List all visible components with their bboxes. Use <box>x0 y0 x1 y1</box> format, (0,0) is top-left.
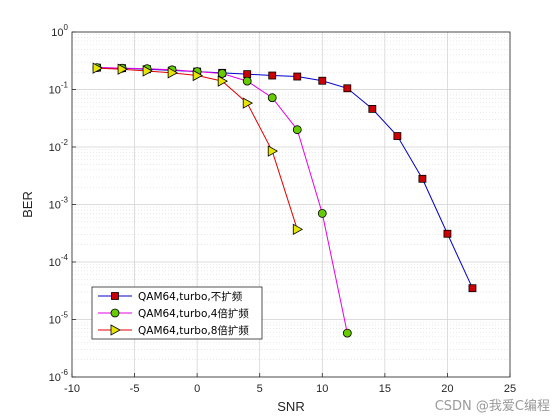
circle-marker <box>217 69 227 78</box>
axes-box <box>71 31 511 378</box>
legend-entry: QAM64,turbo,不扩频 <box>98 290 243 303</box>
square-marker <box>111 292 119 300</box>
circle-marker <box>292 125 302 135</box>
series-line <box>97 67 473 289</box>
triangle-marker <box>267 145 279 157</box>
y-tick-base: 10 <box>49 142 61 154</box>
x-tick-label: 15 <box>379 383 391 395</box>
data-series <box>92 62 477 338</box>
circle-marker <box>342 328 352 338</box>
y-tick-label: 10-4 <box>49 253 69 269</box>
triangle-marker <box>242 97 254 109</box>
x-tick-label: 10 <box>316 383 328 395</box>
series-3 <box>92 62 304 236</box>
y-tick-exponent: -2 <box>61 138 69 147</box>
triangle-marker <box>167 67 178 79</box>
x-axis-label: SNR <box>277 399 304 414</box>
y-tick-label: 10-5 <box>49 311 69 327</box>
y-tick-label: 10-6 <box>49 368 69 384</box>
legend-label: QAM64,turbo,不扩频 <box>138 290 243 303</box>
square-marker <box>343 84 352 93</box>
legend-entry: QAM64,turbo,4倍扩频 <box>98 307 249 320</box>
y-tick-exponent: -3 <box>61 196 69 205</box>
square-marker <box>468 284 477 293</box>
triangle-marker <box>117 63 128 75</box>
circle-marker <box>242 76 252 86</box>
watermark: CSDN @我爱C编程 <box>434 399 550 414</box>
y-tick-exponent: -1 <box>61 81 69 90</box>
y-axis-label: BER <box>20 191 35 218</box>
legend-label: QAM64,turbo,4倍扩频 <box>138 307 249 320</box>
y-tick-base: 10 <box>49 85 61 97</box>
triangle-marker <box>217 75 228 87</box>
y-tick-label: 10-2 <box>49 138 69 154</box>
triangle-marker <box>110 324 121 336</box>
y-tick-base: 10 <box>49 200 61 212</box>
square-marker <box>418 174 427 183</box>
y-tick-base: 10 <box>49 372 61 384</box>
x-tick-label: 25 <box>504 383 516 395</box>
x-tick-label: 5 <box>257 383 263 395</box>
y-tick-exponent: -6 <box>61 368 69 377</box>
triangle-marker <box>92 62 103 74</box>
triangle-marker <box>142 65 153 77</box>
y-tick-base: 10 <box>49 257 61 269</box>
square-marker <box>443 229 452 238</box>
y-tick-label: 100 <box>51 23 68 39</box>
y-tick-exponent: -5 <box>61 311 69 320</box>
x-tick-label: -5 <box>130 383 140 395</box>
legend-entry: QAM64,turbo,8倍扩频 <box>98 324 249 337</box>
y-tick-base: 10 <box>49 315 61 327</box>
square-marker <box>368 104 377 113</box>
x-tick-label: -10 <box>64 383 80 395</box>
legend-label: QAM64,turbo,8倍扩频 <box>138 324 249 337</box>
square-marker <box>293 72 302 81</box>
square-marker <box>393 132 402 140</box>
x-tick-label: 20 <box>441 383 453 395</box>
y-tick-exponent: 0 <box>64 23 69 32</box>
triangle-marker <box>292 223 304 236</box>
y-tick-label: 10-3 <box>49 196 69 212</box>
square-marker <box>318 76 327 85</box>
square-marker <box>268 71 277 80</box>
circle-marker <box>317 209 327 218</box>
x-tick-labels: -10 -5 0 5 10 15 20 25 <box>64 373 516 395</box>
x-tick-label: 0 <box>194 383 200 395</box>
triangle-marker <box>192 69 203 82</box>
y-tick-label: 10-1 <box>49 81 69 97</box>
square-marker <box>243 70 252 79</box>
y-tick-base: 10 <box>51 27 63 39</box>
circle-marker <box>267 93 277 103</box>
circle-marker <box>110 308 120 318</box>
legend: QAM64,turbo,不扩频 QAM64,turbo,4倍扩频 QAM64,tur… <box>91 286 263 340</box>
y-tick-exponent: -4 <box>61 253 69 262</box>
